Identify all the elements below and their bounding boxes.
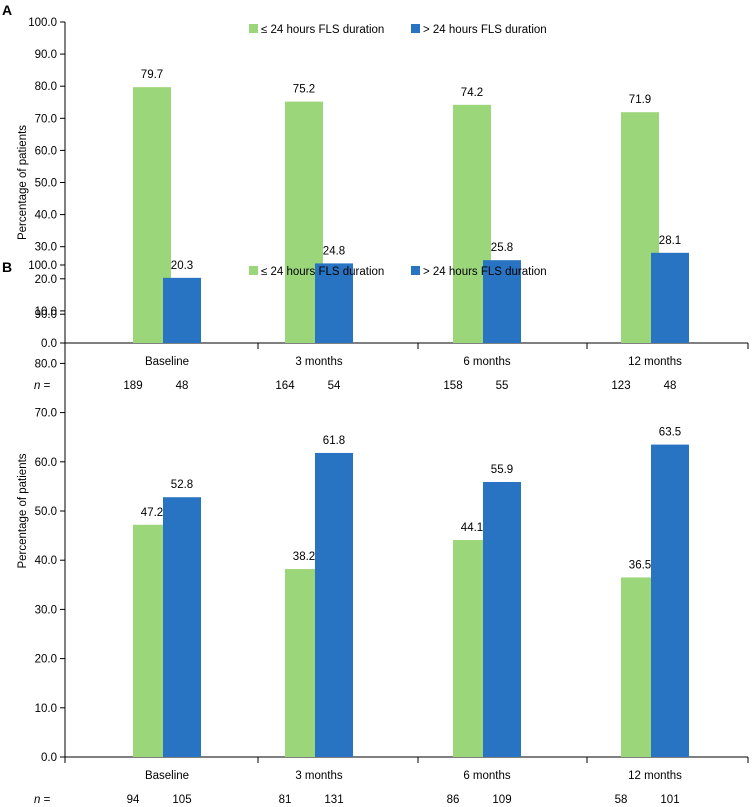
panel-a-n-value: 189 xyxy=(123,380,142,392)
panel-b-y-tick-label: 50.0 xyxy=(35,506,57,518)
panel-b-y-tick-label: 40.0 xyxy=(35,555,57,567)
panel-b-n-label: n = xyxy=(34,794,51,806)
panel-a-legend-swatch xyxy=(249,24,258,33)
panel-b-bar-long xyxy=(483,481,521,757)
panel-b-n-label-eq: = xyxy=(40,794,50,806)
panel-b-n-value: 105 xyxy=(172,794,191,806)
panel-b-category-label: 3 months xyxy=(295,770,343,782)
panel-a-y-tick-label: 100.0 xyxy=(28,17,57,29)
panel-a-n-value: 123 xyxy=(611,380,630,392)
panel-a-y-tick-label: 60.0 xyxy=(35,145,57,157)
panel-b-n-value: 109 xyxy=(492,794,511,806)
panel-a-n-label-eq: = xyxy=(40,380,50,392)
panel-a-bar-long xyxy=(315,263,353,343)
panel-a-y-axis-label: Percentage of patients xyxy=(17,125,29,240)
panel-b-n-value: 86 xyxy=(447,794,460,806)
panel-b-y-tick-label: 70.0 xyxy=(35,408,57,420)
panel-a-y-tick-label: 20.0 xyxy=(35,274,57,286)
panel-b-n-value: 131 xyxy=(324,794,343,806)
panel-a-legend-label: ≤ 24 hours FLS duration xyxy=(261,24,384,36)
panel-a-y-tick-label: 40.0 xyxy=(35,210,57,222)
panel-b-y-tick-label: 10.0 xyxy=(35,703,57,715)
panel-b-bar-long xyxy=(651,444,689,757)
panel-a-category-label: 12 months xyxy=(628,356,682,368)
panel-b-y-tick-label: 30.0 xyxy=(35,604,57,616)
panel-a-n-label-italic: n xyxy=(34,380,40,392)
panel-a-n-value: 48 xyxy=(176,380,189,392)
panel-b-legend-label: ≤ 24 hours FLS duration xyxy=(261,266,384,278)
panel-b-y-tick-label: 20.0 xyxy=(35,654,57,666)
panel-a-n-value: 158 xyxy=(443,380,462,392)
panel-a-data-label: 74.2 xyxy=(461,87,483,99)
panel-a-bar-long xyxy=(483,260,521,343)
panel-a-label: A xyxy=(2,2,12,18)
panel-b-n-value: 58 xyxy=(615,794,628,806)
panel-a-legend-swatch xyxy=(411,24,420,33)
panel-a-n-value: 54 xyxy=(328,380,341,392)
panel-a-data-label: 71.9 xyxy=(629,94,651,106)
panel-b-y-tick-label: 90.0 xyxy=(35,309,57,321)
panel-a-data-label: 79.7 xyxy=(141,69,163,81)
panel-a-y-tick-label: 30.0 xyxy=(35,242,57,254)
panel-b-y-tick-label: 100.0 xyxy=(28,260,57,272)
panel-b-category-label: Baseline xyxy=(145,770,189,782)
panel-b-legend-swatch xyxy=(411,266,420,275)
panel-b-y-axis-label: Percentage of patients xyxy=(17,453,29,568)
panel-a-data-label: 25.8 xyxy=(491,242,513,254)
panel-a-data-label: 24.8 xyxy=(323,245,345,257)
panel-b-category-label: 6 months xyxy=(463,770,511,782)
panel-a-legend-label: > 24 hours FLS duration xyxy=(423,24,547,36)
panel-b-data-label: 55.9 xyxy=(491,464,513,476)
panel-a-n-value: 164 xyxy=(275,380,295,392)
panel-b-y-tick-label: 80.0 xyxy=(35,358,57,370)
panel-b-category-label: 12 months xyxy=(628,770,682,782)
panel-b-n-label-italic: n xyxy=(34,794,40,806)
panel-b-data-label: 44.1 xyxy=(461,522,483,534)
panel-a-y-tick-label: 10.0 xyxy=(35,306,57,318)
panel-b-data-label: 47.2 xyxy=(141,507,163,519)
panel-a-category-label: Baseline xyxy=(145,356,189,368)
panel-b-data-label: 61.8 xyxy=(323,435,345,447)
panel-b-legend-swatch xyxy=(249,266,258,275)
panel-b-bar-long xyxy=(315,452,353,757)
panel-a-n-label: n = xyxy=(34,380,51,392)
panel-b-data-label: 52.8 xyxy=(171,479,193,491)
panel-a-data-label: 20.3 xyxy=(171,260,193,272)
panel-a-data-label: 28.1 xyxy=(659,235,681,247)
panel-a-n-value: 55 xyxy=(496,380,509,392)
panel-a-data-label: 75.2 xyxy=(293,84,315,96)
panel-b-data-label: 38.2 xyxy=(293,551,315,563)
panel-a-y-tick-label: 70.0 xyxy=(35,113,57,125)
panel-b-data-label: 63.5 xyxy=(659,427,681,439)
panel-b-n-value: 94 xyxy=(127,794,140,806)
panel-b-n-value: 101 xyxy=(660,794,679,806)
panel-a-y-tick-label: 0.0 xyxy=(41,338,57,350)
panel-a-category-label: 6 months xyxy=(463,356,511,368)
panel-a-bar-long xyxy=(163,277,201,343)
panel-b-label: B xyxy=(2,259,12,275)
panel-a-n-value: 48 xyxy=(664,380,677,392)
panel-a-y-tick-label: 90.0 xyxy=(35,49,57,61)
panel-b-y-tick-label: 60.0 xyxy=(35,457,57,469)
panel-b-legend-label: > 24 hours FLS duration xyxy=(423,266,547,278)
panel-b-data-label: 36.5 xyxy=(629,559,651,571)
panel-a-category-label: 3 months xyxy=(295,356,343,368)
panel-a-y-tick-label: 80.0 xyxy=(35,81,57,93)
panel-b-bar-long xyxy=(163,497,201,757)
panel-b-n-value: 81 xyxy=(279,794,292,806)
panel-a-y-tick-label: 50.0 xyxy=(35,178,57,190)
panel-a-bar-long xyxy=(651,252,689,343)
panel-b-y-tick-label: 0.0 xyxy=(41,752,57,764)
